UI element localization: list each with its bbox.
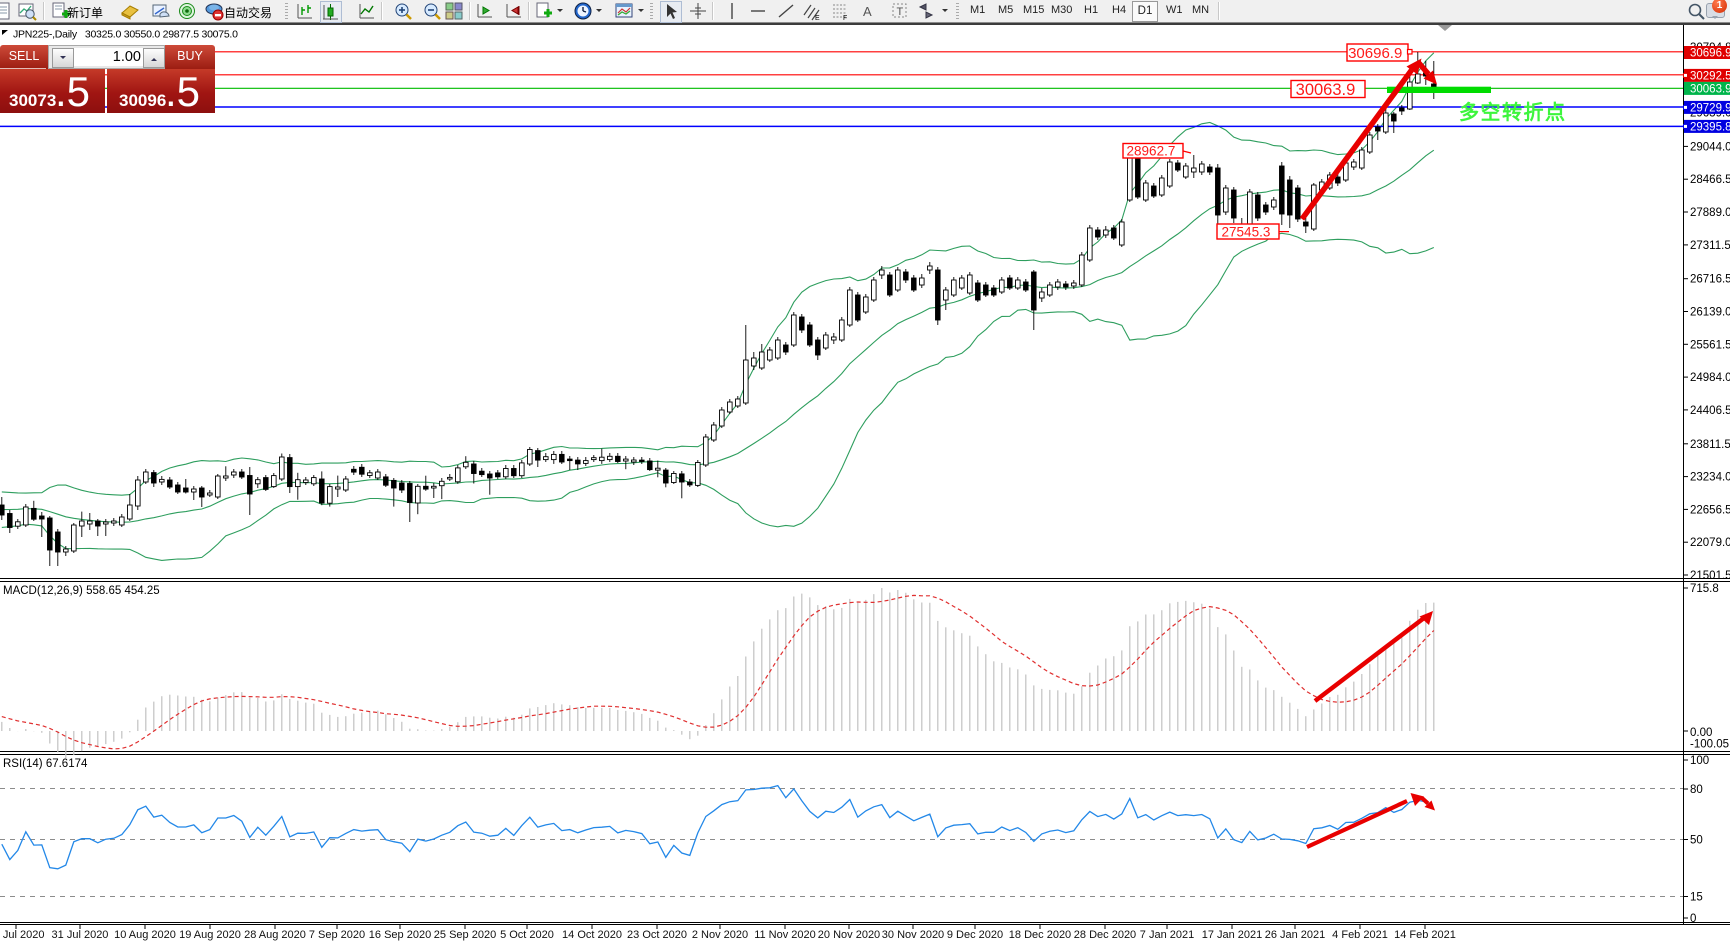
- svg-text:9 Dec 2020: 9 Dec 2020: [947, 929, 1003, 941]
- svg-text:多空转折点: 多空转折点: [1459, 100, 1567, 124]
- svg-text:0: 0: [1690, 913, 1696, 925]
- svg-text:30696.9: 30696.9: [1348, 45, 1402, 62]
- svg-text:23234.0: 23234.0: [1690, 472, 1730, 484]
- svg-text:31 Jul 2020: 31 Jul 2020: [52, 929, 109, 941]
- svg-text:RSI(14) 67.6174: RSI(14) 67.6174: [3, 758, 88, 770]
- svg-text:30 Nov 2020: 30 Nov 2020: [882, 929, 944, 941]
- svg-text:30696.9: 30696.9: [1690, 48, 1730, 60]
- svg-text:24984.0: 24984.0: [1690, 372, 1730, 384]
- svg-text:5 Oct 2020: 5 Oct 2020: [500, 929, 554, 941]
- svg-text:29044.0: 29044.0: [1690, 141, 1730, 153]
- svg-text:MACD(12,26,9) 558.65 454.25: MACD(12,26,9) 558.65 454.25: [3, 585, 160, 597]
- svg-text:25 Sep 2020: 25 Sep 2020: [434, 929, 496, 941]
- svg-text:E: E: [815, 15, 820, 21]
- svg-text:F: F: [843, 15, 847, 21]
- svg-text:20 Nov 2020: 20 Nov 2020: [818, 929, 880, 941]
- svg-text:JPN225-,Daily 30325.0 30550.: JPN225-,Daily 30325.0 30550.0 29877.5 30…: [13, 29, 238, 41]
- svg-text:T: T: [897, 6, 904, 18]
- svg-text:17 Jan 2021: 17 Jan 2021: [1202, 929, 1263, 941]
- svg-text:28 Aug 2020: 28 Aug 2020: [244, 929, 306, 941]
- svg-text:A: A: [863, 4, 872, 19]
- svg-text:30063.9: 30063.9: [1296, 81, 1356, 99]
- svg-text:14 Oct 2020: 14 Oct 2020: [562, 929, 622, 941]
- svg-text:29729.9: 29729.9: [1690, 102, 1730, 114]
- svg-text:7 Sep 2020: 7 Sep 2020: [309, 929, 365, 941]
- svg-text:22 Jul 2020: 22 Jul 2020: [0, 929, 44, 941]
- svg-text:0.00: 0.00: [1690, 727, 1712, 739]
- svg-text:22079.0: 22079.0: [1690, 537, 1730, 549]
- svg-text:29395.8: 29395.8: [1690, 121, 1730, 133]
- svg-text:26716.5: 26716.5: [1690, 274, 1730, 286]
- svg-text:16 Sep 2020: 16 Sep 2020: [369, 929, 431, 941]
- svg-text:-100.05: -100.05: [1690, 739, 1729, 751]
- svg-text:26139.0: 26139.0: [1690, 307, 1730, 319]
- svg-text:7 Jan 2021: 7 Jan 2021: [1140, 929, 1194, 941]
- svg-text:2 Nov 2020: 2 Nov 2020: [692, 929, 748, 941]
- svg-text:30292.5: 30292.5: [1690, 70, 1730, 82]
- svg-text:100: 100: [1690, 755, 1709, 767]
- svg-text:15: 15: [1690, 892, 1703, 904]
- svg-text:14 Feb 2021: 14 Feb 2021: [1394, 929, 1456, 941]
- svg-text:30063.9: 30063.9: [1690, 83, 1730, 95]
- svg-text:18 Dec 2020: 18 Dec 2020: [1009, 929, 1071, 941]
- svg-text:21501.5: 21501.5: [1690, 570, 1730, 582]
- svg-text:27545.3: 27545.3: [1222, 224, 1271, 239]
- svg-text:28466.5: 28466.5: [1690, 174, 1730, 186]
- svg-text:25561.5: 25561.5: [1690, 339, 1730, 351]
- svg-text:715.8: 715.8: [1690, 583, 1719, 595]
- svg-text:11 Nov 2020: 11 Nov 2020: [754, 929, 816, 941]
- svg-text:50: 50: [1690, 835, 1703, 847]
- svg-text:4 Feb 2021: 4 Feb 2021: [1332, 929, 1388, 941]
- svg-text:27311.5: 27311.5: [1690, 240, 1730, 252]
- svg-text:24406.5: 24406.5: [1690, 405, 1730, 417]
- svg-text:28 Dec 2020: 28 Dec 2020: [1074, 929, 1136, 941]
- svg-text:27889.0: 27889.0: [1690, 207, 1730, 219]
- svg-text:19 Aug 2020: 19 Aug 2020: [179, 929, 241, 941]
- svg-text:80: 80: [1690, 784, 1703, 796]
- svg-text:10 Aug 2020: 10 Aug 2020: [114, 929, 176, 941]
- svg-text:22656.5: 22656.5: [1690, 504, 1730, 516]
- svg-text:23811.5: 23811.5: [1690, 439, 1730, 451]
- svg-text:26 Jan 2021: 26 Jan 2021: [1265, 929, 1326, 941]
- svg-text:23 Oct 2020: 23 Oct 2020: [627, 929, 687, 941]
- svg-text:28962.7: 28962.7: [1127, 144, 1176, 159]
